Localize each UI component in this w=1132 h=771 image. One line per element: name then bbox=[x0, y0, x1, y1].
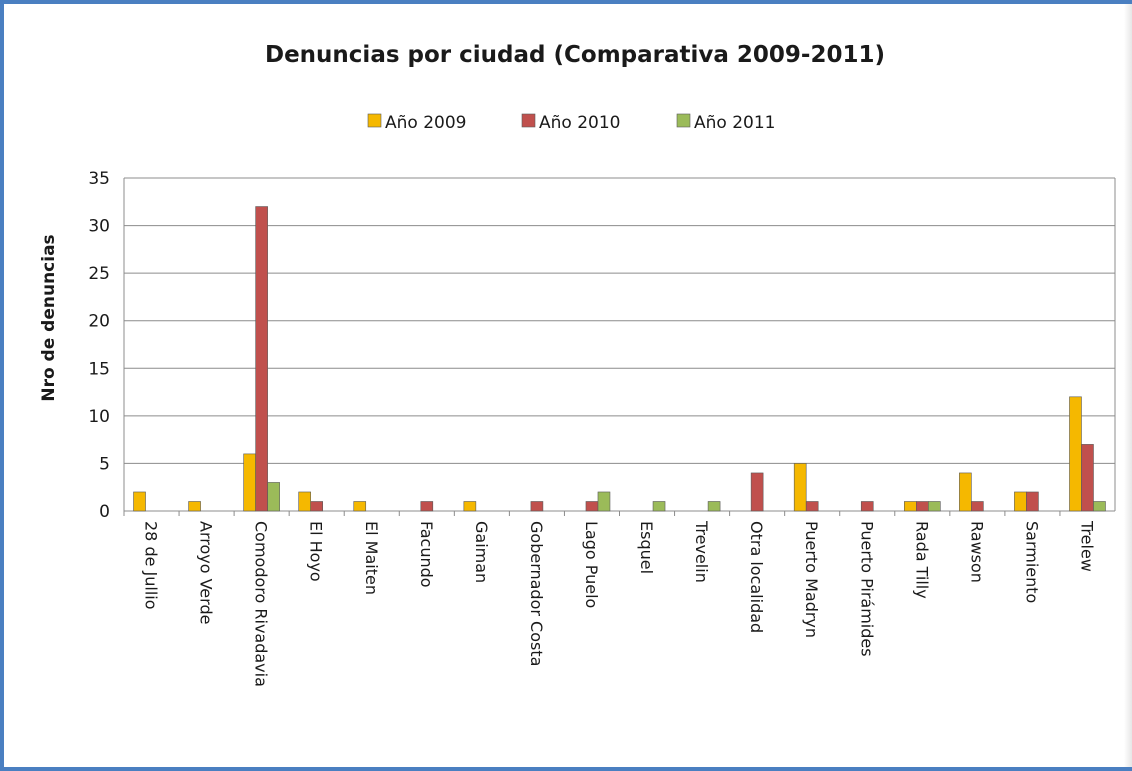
bar bbox=[793, 463, 807, 512]
y-tick-label: 20 bbox=[88, 312, 110, 332]
bar bbox=[707, 501, 721, 512]
x-category-label: Trevelin bbox=[692, 520, 711, 583]
gridlines bbox=[123, 177, 1116, 516]
bar bbox=[805, 501, 819, 512]
bar bbox=[463, 501, 477, 512]
legend-label: Año 2009 bbox=[385, 113, 466, 133]
x-category-label: Sarmiento bbox=[1022, 521, 1041, 603]
bar bbox=[420, 501, 434, 512]
bars bbox=[133, 206, 1106, 512]
legend: Año 2009 Año 2010 Año 2011 bbox=[367, 113, 775, 133]
bar bbox=[860, 501, 874, 512]
x-category-label: Esquel bbox=[637, 521, 656, 574]
bar bbox=[1014, 491, 1027, 512]
x-axis-categories: 28 de Jullio Arroyo Verde Comodoro Rivadav… bbox=[142, 520, 1097, 687]
x-category-label: Puerto Madryn bbox=[802, 521, 821, 638]
bar bbox=[916, 501, 929, 512]
x-category-label: Otra localidad bbox=[747, 521, 766, 633]
y-axis-ticks: 0 5 10 15 20 25 30 35 bbox=[88, 169, 110, 522]
x-category-label: El Hoyo bbox=[307, 521, 326, 582]
x-category-label: 28 de Jullio bbox=[142, 521, 161, 610]
x-category-label: Gobernador Costa bbox=[527, 521, 546, 666]
legend-label: Año 2010 bbox=[539, 113, 620, 133]
bar bbox=[1081, 444, 1094, 512]
bar bbox=[652, 501, 666, 512]
y-tick-label: 10 bbox=[88, 407, 110, 427]
x-category-label: Gaiman bbox=[472, 521, 491, 583]
bar bbox=[971, 501, 984, 512]
bar bbox=[310, 501, 323, 512]
x-category-label: Comodoro Rivadavia bbox=[252, 521, 271, 687]
x-category-label: Arroyo Verde bbox=[197, 521, 216, 624]
bar bbox=[597, 491, 611, 512]
x-category-label: Puerto Pirámides bbox=[857, 521, 876, 657]
bar bbox=[750, 472, 764, 512]
x-category-label: Facundo bbox=[417, 521, 436, 588]
x-category-label: Rada Tilly bbox=[912, 521, 931, 599]
bar bbox=[1069, 396, 1082, 512]
bar bbox=[1026, 491, 1039, 512]
legend-swatch bbox=[367, 113, 382, 128]
bar bbox=[267, 482, 280, 512]
legend-swatch bbox=[521, 113, 536, 128]
y-tick-label: 0 bbox=[99, 502, 110, 522]
bar bbox=[133, 491, 146, 512]
bar bbox=[353, 501, 367, 512]
bar bbox=[585, 501, 599, 512]
x-category-label: Lago Puelo bbox=[582, 521, 601, 608]
y-tick-label: 25 bbox=[88, 264, 110, 284]
x-category-label: Rawson bbox=[967, 521, 986, 583]
bar bbox=[255, 206, 268, 512]
y-tick-label: 35 bbox=[88, 169, 110, 189]
bar bbox=[904, 501, 917, 512]
bar bbox=[959, 472, 972, 512]
bar bbox=[1093, 501, 1106, 512]
bar bbox=[243, 453, 256, 512]
bar bbox=[928, 501, 941, 512]
y-tick-label: 5 bbox=[99, 454, 110, 474]
bar bbox=[298, 491, 311, 512]
x-category-label: El Maiten bbox=[362, 521, 381, 595]
y-axis-label: Nro de denuncias bbox=[39, 234, 59, 401]
bar bbox=[188, 501, 201, 512]
legend-swatch bbox=[676, 113, 691, 128]
bar bbox=[530, 501, 544, 512]
chart-title: Denuncias por ciudad (Comparativa 2009-2… bbox=[265, 42, 885, 68]
legend-label: Año 2011 bbox=[694, 113, 775, 133]
y-tick-label: 15 bbox=[88, 359, 110, 379]
x-category-label: Trelew bbox=[1077, 520, 1096, 572]
y-tick-label: 30 bbox=[88, 217, 110, 237]
